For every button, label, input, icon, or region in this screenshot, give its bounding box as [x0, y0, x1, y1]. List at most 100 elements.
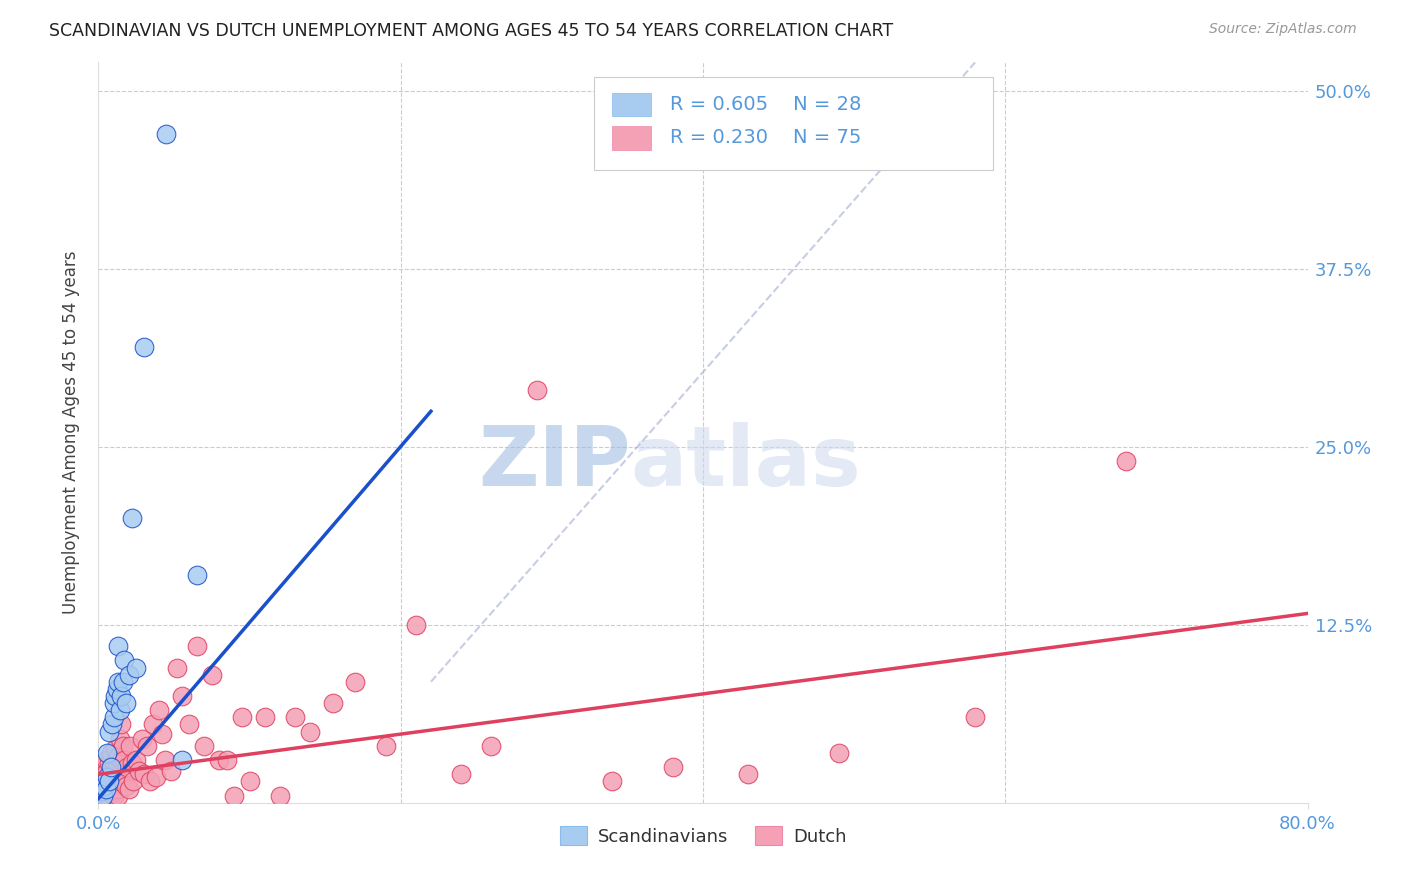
Point: [170, 753, 193, 767]
Point: [122, 774, 145, 789]
Point: [98, 724, 121, 739]
Point: [239, 774, 262, 789]
Point: [215, 753, 238, 767]
Point: [125, 753, 148, 767]
Point: [100, 779, 122, 793]
Point: [299, 724, 322, 739]
Point: [91, 760, 114, 774]
Point: [111, 674, 134, 689]
Point: [107, 750, 129, 764]
Point: [201, 667, 224, 681]
FancyBboxPatch shape: [595, 78, 993, 169]
Point: [166, 660, 188, 674]
Point: [344, 674, 367, 689]
Point: [91, 789, 114, 803]
Text: R = 0.605    N = 28: R = 0.605 N = 28: [671, 95, 862, 114]
Point: [1115, 454, 1137, 468]
Point: [94, 753, 117, 767]
Point: [374, 739, 396, 753]
Point: [224, 789, 246, 803]
Point: [112, 653, 135, 667]
Point: [186, 568, 208, 582]
Point: [322, 696, 344, 710]
Point: [103, 696, 125, 710]
Point: [94, 781, 117, 796]
Point: [135, 739, 157, 753]
Point: [94, 781, 117, 796]
Point: [132, 767, 155, 781]
Point: [93, 779, 115, 793]
Point: [150, 727, 173, 741]
Point: [118, 667, 141, 681]
Point: [93, 789, 115, 803]
Point: [121, 756, 143, 770]
Point: [110, 753, 132, 767]
Text: atlas: atlas: [630, 422, 862, 503]
Point: [98, 784, 121, 798]
Text: ZIP: ZIP: [478, 422, 630, 503]
Point: [115, 760, 138, 774]
Point: [112, 753, 135, 767]
Point: [103, 756, 125, 770]
Point: [114, 779, 136, 793]
Point: [405, 617, 427, 632]
Point: [93, 767, 115, 781]
FancyBboxPatch shape: [613, 126, 651, 150]
Point: [155, 127, 177, 141]
Point: [186, 639, 208, 653]
Point: [179, 717, 201, 731]
Point: [481, 739, 503, 753]
Point: [110, 689, 132, 703]
Point: [96, 789, 118, 803]
Point: [108, 774, 131, 789]
Point: [160, 764, 183, 779]
Point: [103, 789, 125, 803]
Point: [105, 681, 128, 696]
Point: [450, 767, 472, 781]
Point: [128, 764, 150, 779]
Point: [100, 760, 122, 774]
Point: [96, 746, 118, 760]
Text: R = 0.230    N = 75: R = 0.230 N = 75: [671, 128, 862, 147]
Text: SCANDINAVIAN VS DUTCH UNEMPLOYMENT AMONG AGES 45 TO 54 YEARS CORRELATION CHART: SCANDINAVIAN VS DUTCH UNEMPLOYMENT AMONG…: [49, 22, 893, 40]
Point: [108, 731, 131, 746]
Point: [101, 767, 124, 781]
Point: [110, 717, 132, 731]
Point: [253, 710, 276, 724]
Point: [284, 710, 307, 724]
Point: [101, 717, 124, 731]
Point: [131, 731, 153, 746]
Point: [145, 770, 167, 784]
Point: [148, 703, 170, 717]
Point: [96, 764, 118, 779]
Point: [90, 774, 112, 789]
Y-axis label: Unemployment Among Ages 45 to 54 years: Unemployment Among Ages 45 to 54 years: [62, 251, 80, 615]
Point: [104, 774, 127, 789]
Point: [96, 770, 118, 784]
Legend: Scandinavians, Dutch: Scandinavians, Dutch: [553, 819, 853, 853]
Point: [208, 753, 231, 767]
FancyBboxPatch shape: [613, 93, 651, 117]
Point: [118, 781, 141, 796]
Point: [153, 753, 176, 767]
Point: [98, 756, 121, 770]
Point: [100, 746, 122, 760]
Point: [132, 340, 155, 354]
Point: [103, 710, 125, 724]
Point: [114, 696, 136, 710]
Point: [737, 767, 759, 781]
Point: [111, 739, 134, 753]
Point: [107, 639, 129, 653]
Point: [90, 784, 112, 798]
Point: [107, 789, 129, 803]
Point: [269, 789, 291, 803]
Point: [193, 739, 215, 753]
Point: [231, 710, 253, 724]
Point: [104, 689, 127, 703]
Point: [142, 717, 165, 731]
Point: [139, 774, 162, 789]
Point: [104, 741, 127, 756]
Point: [526, 383, 548, 397]
Point: [965, 710, 987, 724]
Point: [108, 703, 131, 717]
